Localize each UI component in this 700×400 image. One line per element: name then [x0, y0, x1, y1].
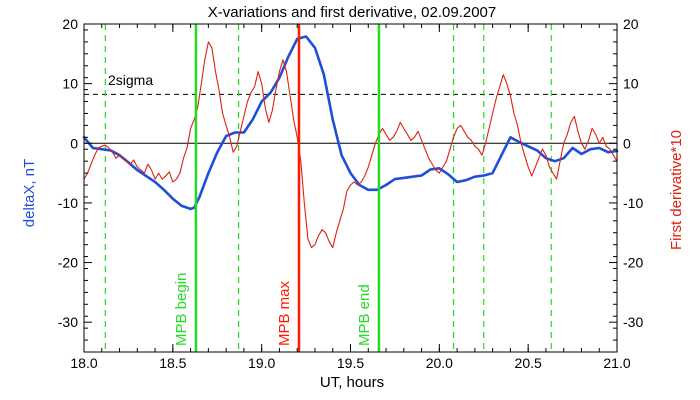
y-tick-label-left: 10 [62, 76, 78, 92]
marker-layer: MPB begin MPB max MPB end [173, 24, 381, 352]
x-tick-label: 20.0 [426, 355, 453, 371]
x-tick-label: 18.5 [159, 355, 186, 371]
plot-frame [83, 23, 618, 353]
series-line-derivative [83, 41, 618, 249]
y-tick-label-right: -10 [623, 195, 643, 211]
y-tick-label-left: -20 [58, 255, 78, 271]
y-tick-label-right: 20 [623, 16, 639, 32]
series-line-deltaX [82, 35, 619, 211]
x-tick-label: 20.5 [515, 355, 542, 371]
y-tick-label-left: 0 [70, 135, 78, 151]
x-tick-label: 19.5 [337, 355, 364, 371]
y-tick-label-left: -30 [58, 314, 78, 330]
axes-layer: 18.0 18.5 19.0 19.5 20.0 20.5 21.0 -30 -30 -20 -20… [58, 16, 644, 371]
mpb_end-label: MPB end [356, 284, 373, 346]
y-tick-label-right: 10 [623, 76, 639, 92]
mpb_max-label: MPB max [276, 280, 293, 346]
y-axis-label-left: deltaX, nT [21, 159, 38, 227]
x-axis-label: UT, hours [320, 374, 384, 391]
x-tick-label: 18.0 [70, 355, 97, 371]
y-tick-label-right: -20 [623, 255, 643, 271]
y-axis-label-right: First derivative*10 [668, 130, 685, 250]
y-tick-label-right: -30 [623, 314, 643, 330]
series-layer [82, 35, 619, 249]
x-tick-label: 21.0 [603, 355, 630, 371]
chart-title: X-variations and first derivative, 02.09… [208, 4, 497, 21]
threshold-label: 2sigma [108, 72, 153, 88]
plot-area [84, 24, 617, 352]
y-tick-label-right: 0 [623, 135, 631, 151]
y-tick-label-left: -10 [58, 195, 78, 211]
y-tick-label-left: 20 [62, 16, 78, 32]
mpb_begin-label: MPB begin [173, 273, 190, 346]
x-tick-label: 19.0 [248, 355, 275, 371]
